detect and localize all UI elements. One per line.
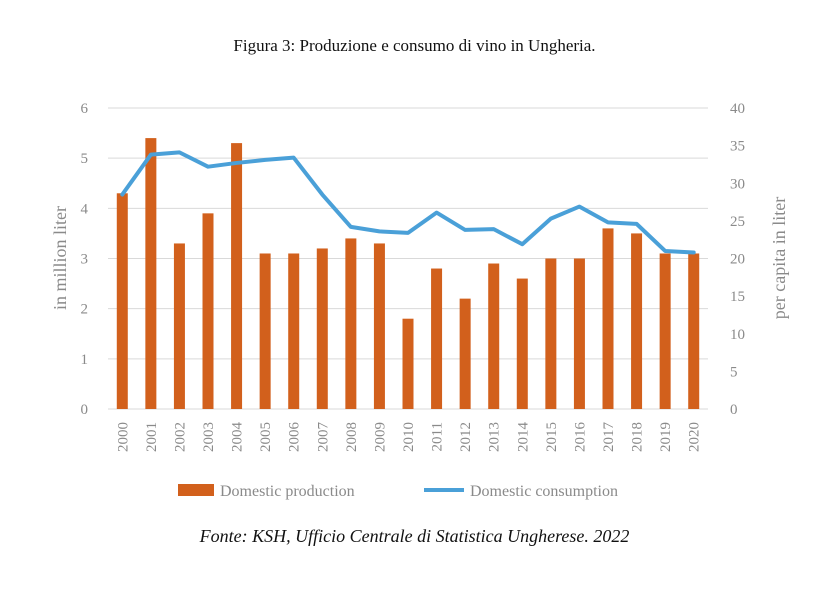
x-tick-label: 2007 <box>315 422 331 453</box>
right-tick-label: 0 <box>730 402 738 418</box>
bar <box>345 238 357 409</box>
bar <box>688 253 700 409</box>
bar <box>402 318 414 409</box>
bar <box>173 243 185 409</box>
bar <box>459 298 471 409</box>
bar <box>545 258 557 409</box>
x-tick-label: 2015 <box>544 422 560 452</box>
bar <box>116 193 128 409</box>
left-tick-label: 0 <box>81 402 89 418</box>
right-axis-ticks: 0 5 10 15 20 25 30 35 40 <box>730 101 745 418</box>
left-tick-label: 2 <box>81 302 89 318</box>
right-tick-label: 30 <box>730 176 745 192</box>
right-tick-label: 5 <box>730 364 738 380</box>
left-tick-label: 4 <box>81 201 89 217</box>
source-note: Fonte: KSH, Ufficio Centrale di Statisti… <box>199 526 630 546</box>
right-tick-label: 15 <box>730 289 745 305</box>
legend-label-consumption: Domestic consumption <box>470 483 618 500</box>
x-tick-label: 2012 <box>458 422 474 452</box>
right-tick-label: 35 <box>730 139 745 155</box>
left-tick-label: 3 <box>81 252 89 268</box>
x-tick-label: 2013 <box>487 422 503 452</box>
bar <box>373 243 385 409</box>
right-tick-label: 40 <box>730 101 745 117</box>
left-axis-label: in million liter <box>50 206 70 310</box>
x-tick-label: 2018 <box>630 422 646 452</box>
x-tick-label: 2020 <box>687 422 703 452</box>
x-tick-label: 2004 <box>230 422 246 453</box>
legend-label-production: Domestic production <box>220 483 355 500</box>
bar <box>431 268 443 409</box>
line-series-domestic-consumption <box>120 150 696 255</box>
bar <box>631 233 643 409</box>
x-tick-label: 2008 <box>344 422 360 452</box>
x-tick-label: 2006 <box>287 422 303 453</box>
bar <box>202 213 214 409</box>
x-tick-label: 2016 <box>572 422 588 453</box>
figure-title: Figura 3: Produzione e consumo di vino i… <box>233 36 596 55</box>
left-tick-label: 1 <box>81 352 89 368</box>
left-tick-label: 5 <box>81 151 89 167</box>
x-tick-label: 2019 <box>658 422 674 452</box>
legend: Domestic production Domestic consumption <box>178 483 618 500</box>
right-axis-label: per capita in liter <box>769 197 789 319</box>
x-tick-label: 2017 <box>601 422 617 453</box>
bar <box>259 253 271 409</box>
left-axis-ticks: 0 1 2 3 4 5 6 <box>81 101 89 418</box>
bar <box>516 278 528 409</box>
x-axis-ticks: 2000 2001 2002 2003 2004 2005 2006 2007 2008 2009… <box>115 422 702 453</box>
left-tick-label: 6 <box>81 101 89 117</box>
bar <box>145 138 157 409</box>
bar <box>573 258 585 409</box>
x-tick-label: 2002 <box>172 422 188 452</box>
x-tick-label: 2014 <box>515 422 531 453</box>
x-tick-label: 2000 <box>115 422 131 452</box>
x-tick-label: 2009 <box>372 422 388 452</box>
right-tick-label: 20 <box>730 252 745 268</box>
bar <box>488 263 500 409</box>
bar-series-domestic-production <box>116 138 700 409</box>
bar <box>659 253 671 409</box>
x-tick-label: 2005 <box>258 422 274 452</box>
x-tick-label: 2010 <box>401 422 417 452</box>
bar <box>602 228 614 409</box>
right-tick-label: 25 <box>730 214 745 230</box>
x-tick-label: 2001 <box>144 422 160 452</box>
legend-bar-swatch <box>178 484 214 496</box>
bar <box>316 248 328 409</box>
bar <box>231 143 243 409</box>
x-tick-label: 2011 <box>430 422 446 451</box>
bar <box>288 253 300 409</box>
right-tick-label: 10 <box>730 327 745 343</box>
x-tick-label: 2003 <box>201 422 217 452</box>
